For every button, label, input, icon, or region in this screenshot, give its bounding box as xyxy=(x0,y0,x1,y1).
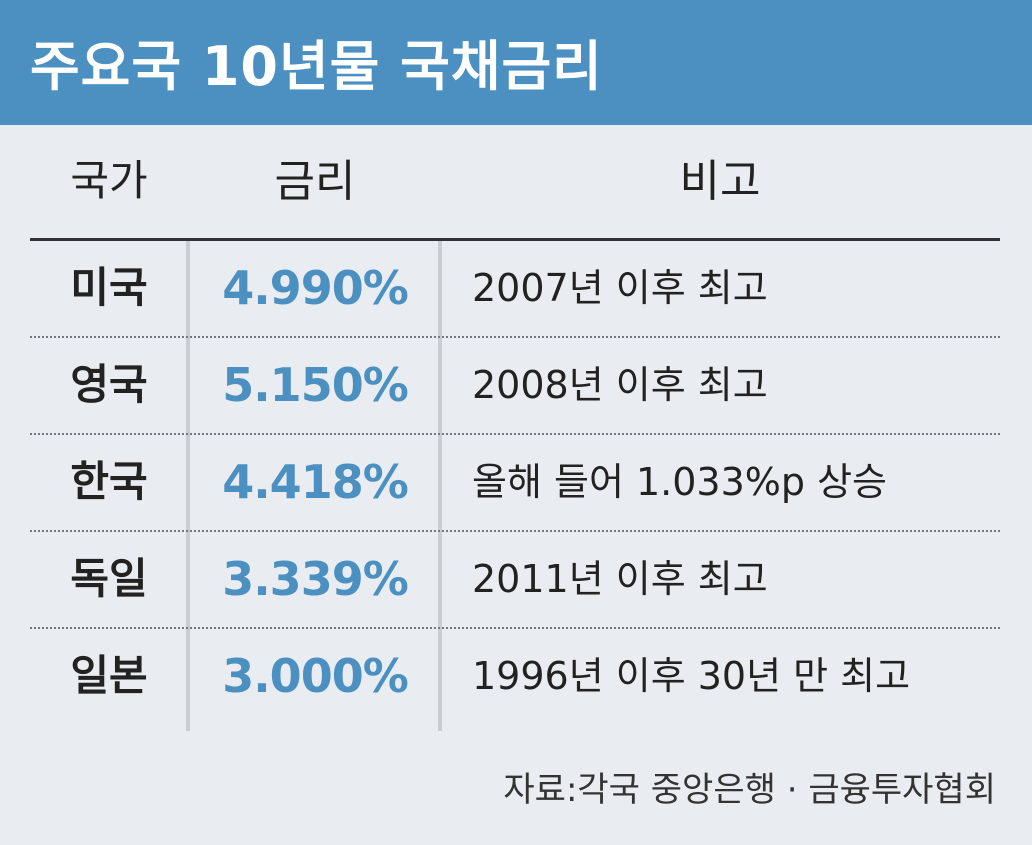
rate: 3.000% xyxy=(222,648,409,703)
note: 올해 들어 1.033%p 상승 xyxy=(472,459,888,504)
column-divider xyxy=(438,241,442,731)
note: 1996년 이후 30년 만 최고 xyxy=(472,653,911,698)
note: 2008년 이후 최고 xyxy=(472,362,768,407)
note: 2011년 이후 최고 xyxy=(472,556,768,601)
title: 주요국 10년물 국채금리 xyxy=(30,35,603,98)
column-divider xyxy=(186,241,190,731)
row-separator xyxy=(30,336,1000,338)
source: 자료:각국 중앙은행 · 금융투자협회 xyxy=(503,770,996,810)
row-separator xyxy=(30,530,1000,532)
rate: 4.418% xyxy=(222,454,409,509)
row-separator xyxy=(30,627,1000,629)
country: 영국 xyxy=(70,359,148,409)
rate: 5.150% xyxy=(222,357,409,412)
note: 2007년 이후 최고 xyxy=(472,265,768,310)
column-header: 국가 xyxy=(70,156,148,205)
header-band: 주요국 10년물 국채금리 xyxy=(0,0,1032,125)
country: 일본 xyxy=(70,650,148,700)
country: 한국 xyxy=(70,456,148,506)
rate: 4.990% xyxy=(222,260,409,315)
row-separator xyxy=(30,433,1000,435)
country: 독일 xyxy=(70,553,148,603)
country: 미국 xyxy=(70,262,148,312)
rate: 3.339% xyxy=(222,551,409,606)
column-header: 비고 xyxy=(679,156,761,207)
column-header: 금리 xyxy=(274,156,356,207)
header-rule xyxy=(30,238,1000,241)
